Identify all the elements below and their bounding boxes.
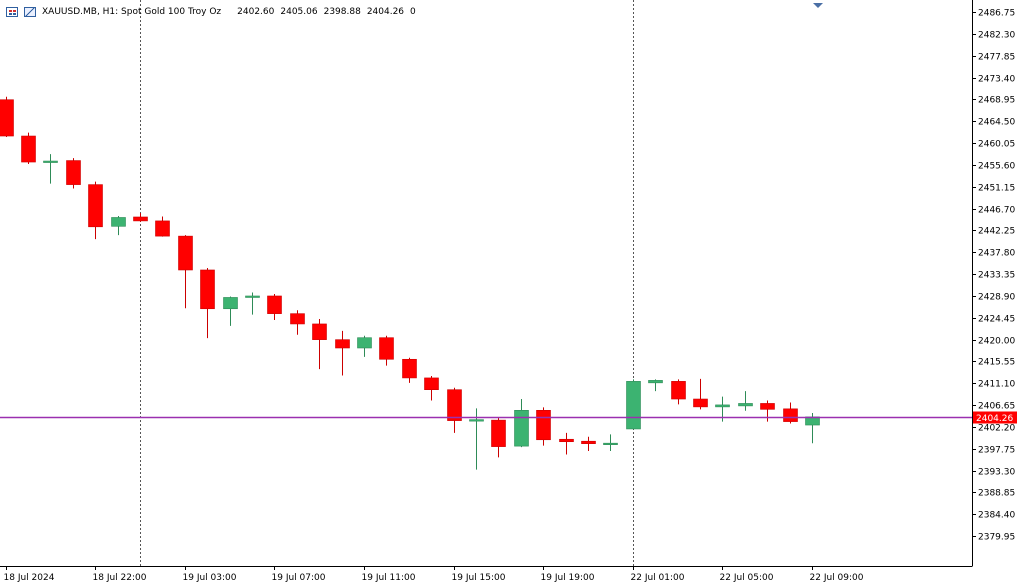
chart-graph-icon[interactable] xyxy=(24,7,36,17)
candle-body[interactable] xyxy=(66,160,81,185)
candle-body[interactable] xyxy=(155,220,170,237)
time-tick-label: 19 Jul 07:00 xyxy=(272,573,326,583)
current-price-label: 2404.26 xyxy=(976,414,1013,424)
candle-body[interactable] xyxy=(178,235,193,271)
current-price-tag xyxy=(973,411,1017,424)
candle-body[interactable] xyxy=(379,337,394,360)
price-tick-label: 2468.95 xyxy=(978,96,1015,106)
time-tick-label: 19 Jul 15:00 xyxy=(452,573,506,583)
candle-body[interactable] xyxy=(738,403,753,407)
candle-body[interactable] xyxy=(581,440,596,444)
price-tick-label: 2402.20 xyxy=(978,424,1015,434)
open-value: 2402.60 xyxy=(237,7,275,17)
candle-body[interactable] xyxy=(88,184,103,228)
price-tick-label: 2428.90 xyxy=(978,293,1015,303)
candle-body[interactable] xyxy=(559,438,574,443)
time-tick-label: 22 Jul 01:00 xyxy=(631,573,685,583)
price-tick-label: 2384.40 xyxy=(978,511,1015,521)
close-value: 2404.26 xyxy=(366,7,405,17)
time-tick-label: 19 Jul 03:00 xyxy=(183,573,237,583)
candle-body[interactable] xyxy=(760,403,775,410)
candle-body[interactable] xyxy=(514,410,529,447)
candle-body[interactable] xyxy=(245,295,260,298)
high-value: 2405.06 xyxy=(280,7,318,17)
price-tick-label: 2379.95 xyxy=(978,533,1015,543)
candle-body[interactable] xyxy=(223,297,238,310)
price-tick-label: 2473.40 xyxy=(978,75,1015,85)
candle-body[interactable] xyxy=(0,99,14,137)
candle-body[interactable] xyxy=(693,398,708,408)
candle-body[interactable] xyxy=(290,313,305,325)
price-tick-label: 2464.50 xyxy=(978,118,1015,128)
time-tick-label: 18 Jul 22:00 xyxy=(93,573,147,583)
price-tick-label: 2455.60 xyxy=(978,162,1015,172)
price-tick-label: 2451.15 xyxy=(978,184,1015,194)
price-tick-label: 2397.75 xyxy=(978,446,1015,456)
candle-body[interactable] xyxy=(536,410,551,441)
candle-body[interactable] xyxy=(783,408,798,422)
price-tick-label: 2433.35 xyxy=(978,271,1015,281)
price-tick-label: 2411.10 xyxy=(978,380,1015,390)
candle-body[interactable] xyxy=(21,135,36,163)
candle-body[interactable] xyxy=(603,442,618,445)
price-tick-label: 2486.75 xyxy=(978,9,1015,19)
price-tick-label: 2446.70 xyxy=(978,206,1015,216)
chart-grid-icon[interactable] xyxy=(6,7,18,17)
price-tick-label: 2415.55 xyxy=(978,358,1015,368)
symbol-info: XAUUSD.MB, H1: Spot Gold 100 Troy Oz xyxy=(42,7,222,17)
price-tick-label: 2482.30 xyxy=(978,31,1015,41)
candle-body[interactable] xyxy=(335,339,350,349)
time-tick-label: 19 Jul 11:00 xyxy=(362,573,416,583)
price-tick-label: 2460.05 xyxy=(978,140,1015,150)
candle-body[interactable] xyxy=(312,323,327,340)
price-tick-label: 2424.45 xyxy=(978,315,1015,325)
candle-body[interactable] xyxy=(43,160,58,163)
candle-body[interactable] xyxy=(469,419,484,422)
candle-body[interactable] xyxy=(133,216,148,222)
time-tick-label: 22 Jul 09:00 xyxy=(810,573,864,583)
price-tick-label: 2420.00 xyxy=(978,337,1015,347)
candle-body[interactable] xyxy=(715,404,730,408)
price-tick-label: 2393.30 xyxy=(978,468,1015,478)
candle-body[interactable] xyxy=(648,380,663,384)
candle-body[interactable] xyxy=(626,381,641,430)
candle-body[interactable] xyxy=(111,217,126,227)
candle-body[interactable] xyxy=(491,419,506,447)
time-tick-label: 18 Jul 2024 xyxy=(4,573,55,583)
candle-body[interactable] xyxy=(671,381,686,400)
price-tick-label: 2388.85 xyxy=(978,489,1015,499)
candle-body[interactable] xyxy=(447,389,462,421)
candle-body[interactable] xyxy=(267,295,282,314)
price-tick-label: 2477.85 xyxy=(978,53,1015,63)
time-tick-label: 19 Jul 19:00 xyxy=(541,573,595,583)
price-tick-label: 2406.65 xyxy=(978,402,1015,412)
candle-body[interactable] xyxy=(357,337,372,349)
candle-body[interactable] xyxy=(200,269,215,310)
chart-shift-marker-icon[interactable] xyxy=(813,3,823,8)
time-tick-label: 22 Jul 05:00 xyxy=(720,573,774,583)
price-tick-label: 2437.80 xyxy=(978,249,1015,259)
volume-value: 0 xyxy=(410,7,416,17)
candle-body[interactable] xyxy=(402,358,417,379)
candle-body[interactable] xyxy=(424,377,439,391)
price-tick-label: 2442.25 xyxy=(978,227,1015,237)
low-value: 2398.88 xyxy=(323,7,361,17)
symbol-info-bar: XAUUSD.MB, H1: Spot Gold 100 Troy Oz 240… xyxy=(6,4,416,20)
